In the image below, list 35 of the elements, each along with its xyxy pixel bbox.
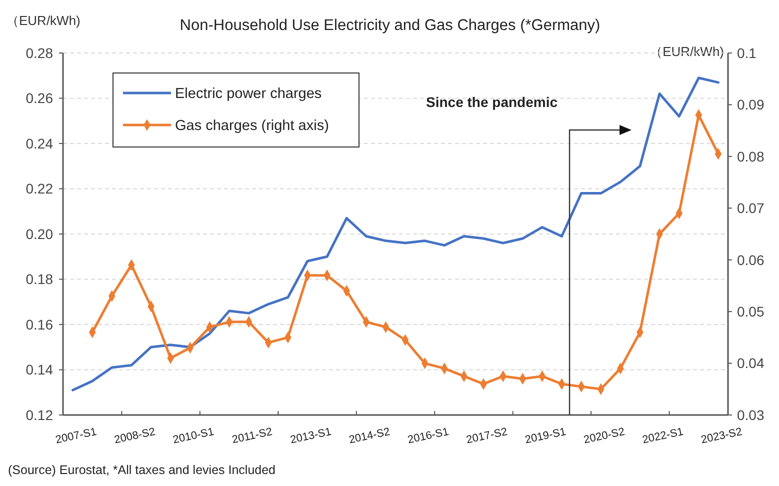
legend-label: Electric power charges [175, 86, 322, 102]
x-tick-label: 2010-S1 [172, 426, 216, 446]
x-tick-label: 2014-S2 [348, 426, 392, 446]
y-tick-label: 0.26 [26, 90, 54, 106]
y2-tick-label: 0.09 [737, 96, 764, 113]
y2-tick-label: 0.1 [737, 44, 757, 61]
y-tick-label: 0.18 [26, 271, 54, 288]
x-tick-label: 2007-S1 [54, 426, 98, 446]
y-tick-label: 0.14 [26, 362, 54, 378]
y2-tick-label: 0.07 [737, 200, 764, 216]
x-tick-label: 2016-S1 [406, 426, 450, 446]
x-tick-label: 2011-S2 [230, 426, 274, 446]
y-tick-label: 0.16 [26, 316, 54, 332]
y2-tick-label: 0.04 [737, 355, 764, 372]
y-tick-label: 0.12 [26, 406, 54, 423]
y-tick-label: 0.20 [26, 226, 54, 242]
x-tick-label: 2017-S2 [465, 426, 508, 446]
legend-label: Gas charges (right axis) [175, 118, 329, 134]
y-axis-title: （EUR/kWh) [6, 13, 80, 28]
y2-tick-label: 0.05 [737, 303, 764, 320]
y-tick-label: 0.24 [26, 135, 54, 152]
x-tick-label: 2020-S2 [582, 426, 626, 446]
y-tick-label: 0.28 [26, 44, 54, 61]
x-tick-label: 2022-S1 [641, 426, 685, 446]
text: (Source) Eurostat, *All taxes and levies Included [8, 463, 276, 477]
y2-tick-label: 0.06 [737, 252, 764, 268]
x-tick-label: 2019-S1 [524, 426, 568, 446]
chart-title: Non-Household Use Electricity and Gas Charges (*Germany) [180, 17, 600, 34]
x-tick-label: 2013-S1 [289, 426, 332, 446]
y2-tick-label: 0.08 [737, 148, 764, 164]
y-tick-label: 0.22 [26, 180, 54, 197]
x-tick-label: 2023-S2 [700, 426, 744, 446]
y2-tick-label: 0.03 [737, 406, 764, 423]
annotation: Since the pandemic [426, 94, 558, 110]
x-tick-label: 2008-S2 [113, 426, 156, 446]
